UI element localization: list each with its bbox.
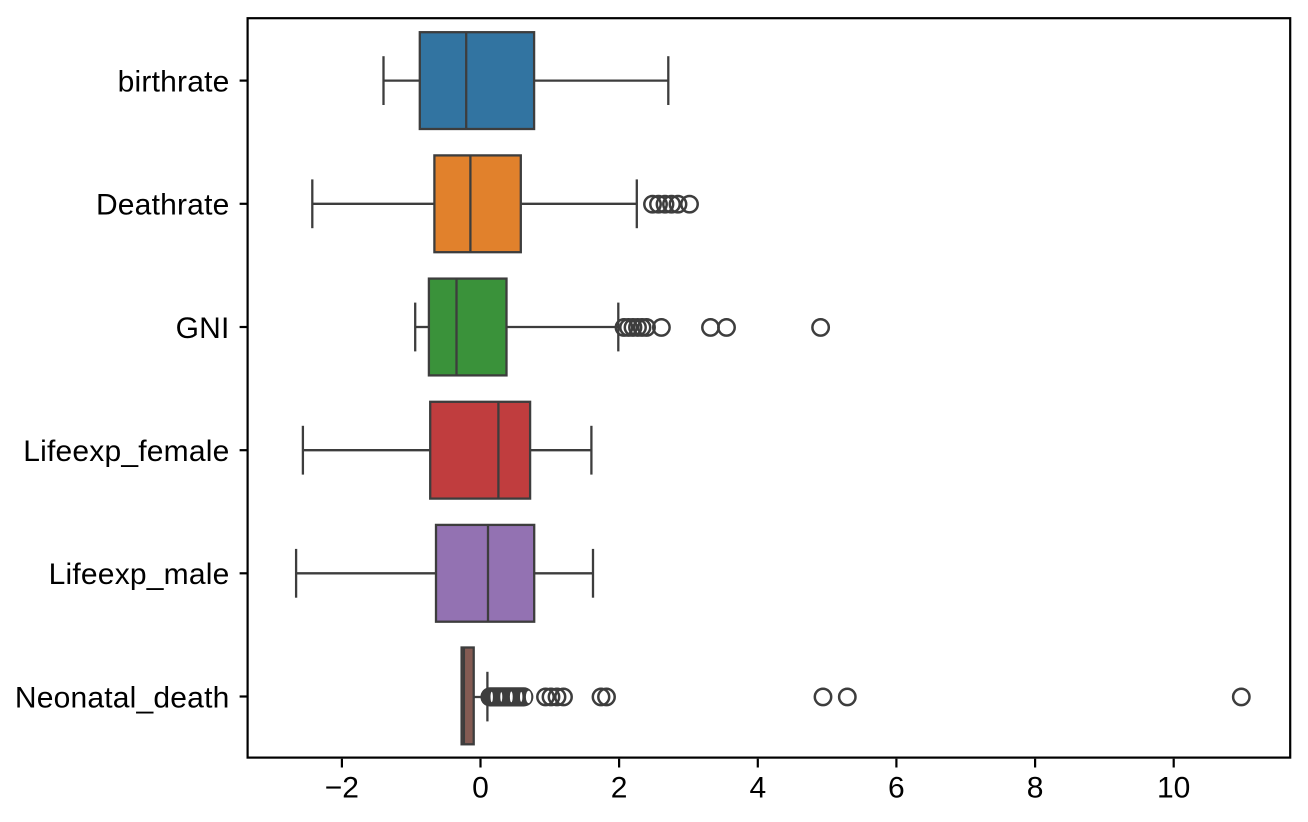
- svg-text:Lifeexp_male: Lifeexp_male: [49, 558, 230, 591]
- svg-text:6: 6: [888, 772, 905, 805]
- svg-text:8: 8: [1027, 772, 1044, 805]
- svg-text:birthrate: birthrate: [118, 66, 230, 99]
- svg-text:4: 4: [749, 772, 766, 805]
- svg-text:2: 2: [611, 772, 628, 805]
- svg-text:Lifeexp_female: Lifeexp_female: [23, 435, 229, 468]
- svg-text:−2: −2: [325, 772, 359, 805]
- svg-text:Neonatal_death: Neonatal_death: [15, 681, 230, 714]
- svg-text:0: 0: [472, 772, 489, 805]
- svg-text:Deathrate: Deathrate: [96, 189, 230, 222]
- svg-text:GNI: GNI: [176, 312, 230, 345]
- svg-text:10: 10: [1157, 772, 1190, 805]
